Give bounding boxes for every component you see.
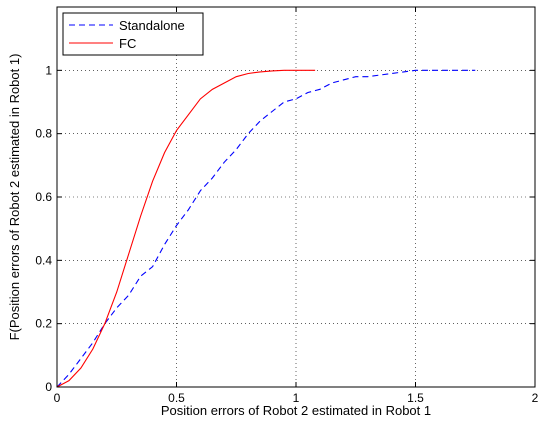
y-tick-label: 0.8 [35, 127, 52, 141]
x-tick-label: 0.5 [168, 391, 185, 405]
tick-layer: 0 0.5 1 1.5 2 0 0.2 0.4 0.6 0.8 1 [35, 7, 539, 405]
legend-label-fc: FC [119, 36, 136, 51]
x-axis-label: Position errors of Robot 2 estimated in … [161, 403, 431, 418]
series-layer [56, 69, 476, 388]
legend: Standalone FC [62, 12, 204, 56]
y-tick-label: 0.2 [35, 317, 52, 331]
y-tick-label: 1 [45, 63, 52, 77]
x-tick-label: 0 [54, 391, 61, 405]
x-tick-label: 2 [532, 391, 539, 405]
legend-label-standalone: Standalone [119, 18, 185, 33]
legend-box [62, 12, 204, 56]
grid-layer [57, 7, 535, 387]
y-axis-label: F(Position errors of Robot 2 estimated i… [7, 54, 22, 341]
y-tick-label: 0 [45, 380, 52, 394]
x-tick-label: 1 [293, 391, 300, 405]
y-tick-label: 0.6 [35, 190, 52, 204]
series-line-standalone [56, 69, 476, 388]
x-tick-label: 1.5 [407, 391, 424, 405]
y-tick-label: 0.4 [35, 253, 52, 267]
series-line-fc [56, 69, 316, 388]
